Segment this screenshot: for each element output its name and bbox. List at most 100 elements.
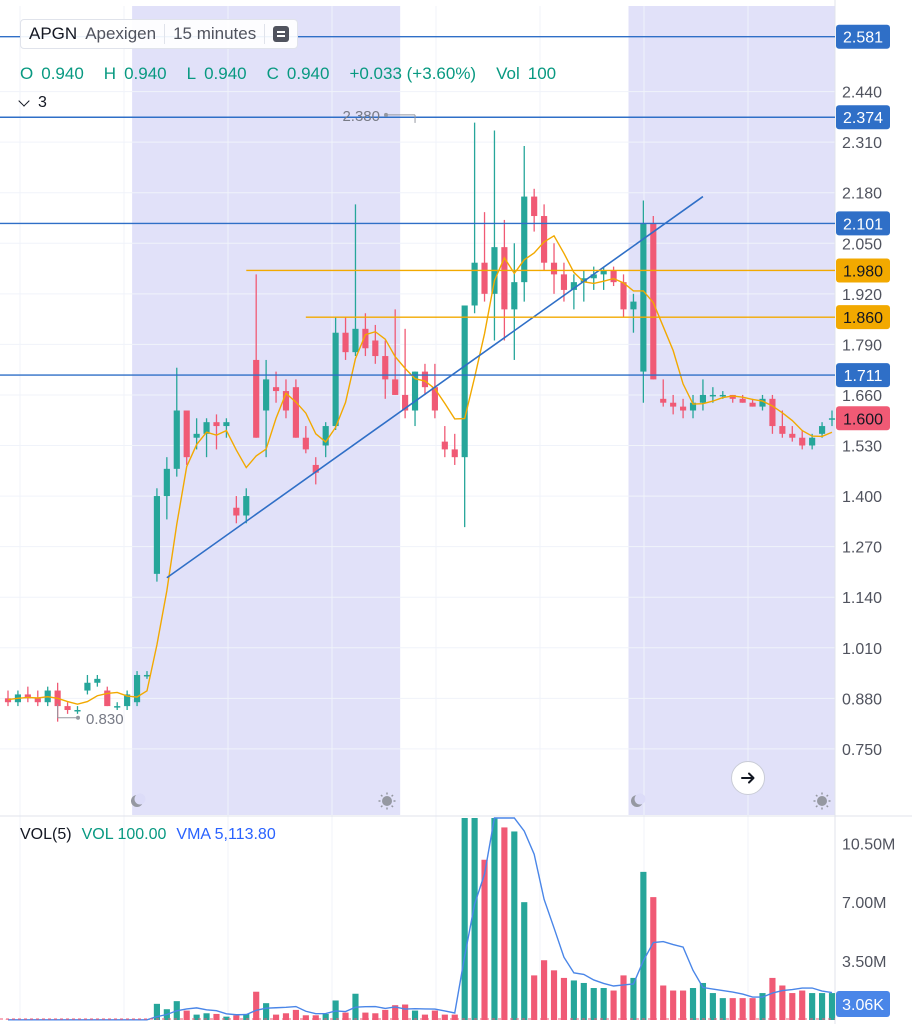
volume-bar bbox=[263, 1003, 270, 1020]
candle-body bbox=[34, 698, 41, 703]
candle-body bbox=[302, 437, 309, 450]
volume-bar bbox=[362, 1012, 369, 1020]
candle-body bbox=[163, 468, 170, 497]
candle-body bbox=[799, 437, 806, 446]
sun-ray bbox=[391, 805, 394, 808]
price-tick-label: 1.270 bbox=[842, 540, 882, 557]
price-tick-label: 1.790 bbox=[842, 337, 882, 354]
candle-body bbox=[203, 422, 210, 434]
volume-bar bbox=[570, 980, 577, 1020]
volume-study-value: VOL 100.00 bbox=[81, 826, 167, 843]
volume-bar bbox=[342, 1012, 349, 1020]
volume-bar bbox=[709, 993, 716, 1020]
volume-bar bbox=[233, 1015, 240, 1020]
candle-body bbox=[739, 398, 746, 403]
volume-bar bbox=[183, 1010, 190, 1020]
candle-body bbox=[729, 394, 736, 399]
price-tick-label: 1.660 bbox=[842, 388, 882, 405]
volume-bar bbox=[322, 1013, 329, 1020]
candle-body bbox=[104, 690, 111, 707]
legend-divider bbox=[164, 24, 166, 44]
candle-body bbox=[451, 449, 458, 458]
sun-ray bbox=[826, 805, 829, 808]
volume-bar bbox=[660, 985, 667, 1020]
volume-bar bbox=[272, 1014, 280, 1020]
scroll-to-realtime-button[interactable] bbox=[731, 761, 765, 795]
volume-bar bbox=[809, 993, 816, 1020]
candle-body bbox=[411, 371, 419, 411]
close-label: C bbox=[266, 64, 279, 83]
sun-icon bbox=[817, 796, 827, 806]
volume-bar bbox=[153, 1003, 160, 1020]
volume-bar bbox=[223, 1016, 230, 1020]
volume-bar bbox=[610, 990, 617, 1020]
volume-bar bbox=[541, 960, 548, 1020]
candle-body bbox=[769, 398, 776, 427]
chevron-down-icon bbox=[18, 95, 30, 107]
price-tick-label: 1.400 bbox=[842, 489, 882, 506]
volume-bar bbox=[640, 871, 647, 1020]
volume-bar bbox=[451, 1014, 458, 1020]
candle-body bbox=[64, 706, 71, 710]
volume-bar bbox=[689, 988, 697, 1020]
symbol-legend[interactable]: APGN Apexigen 15 minutes bbox=[20, 19, 299, 49]
candle-body bbox=[243, 496, 250, 516]
candle-body bbox=[461, 305, 468, 458]
candle-body bbox=[263, 379, 270, 411]
price-tick-label: 1.140 bbox=[842, 590, 882, 607]
candle-body bbox=[342, 332, 349, 353]
price-tick-label: 1.010 bbox=[842, 641, 882, 658]
candle-body bbox=[392, 379, 399, 395]
volume-bar bbox=[402, 1004, 409, 1020]
candle-body bbox=[292, 387, 299, 438]
volume-bar bbox=[729, 998, 736, 1020]
price-tick-label: 1.530 bbox=[842, 439, 882, 456]
volume-bar bbox=[828, 993, 836, 1020]
volume-bar bbox=[461, 818, 468, 1020]
volume-value: 100 bbox=[527, 64, 557, 83]
candle-body bbox=[809, 437, 816, 446]
candle-body bbox=[600, 270, 607, 275]
volume-bar bbox=[193, 1014, 200, 1020]
indicators-count: 3 bbox=[38, 94, 47, 111]
candle-body bbox=[431, 387, 438, 411]
price-tick-label: 2.180 bbox=[842, 186, 882, 203]
sun-ray bbox=[815, 794, 818, 797]
candle-body bbox=[580, 278, 587, 283]
price-tick-label: 2.440 bbox=[842, 85, 882, 102]
volume-bar bbox=[441, 1014, 448, 1020]
high-marker-dot bbox=[384, 112, 388, 117]
volume-bar bbox=[511, 831, 518, 1020]
candle-body bbox=[372, 340, 379, 357]
volume-bar bbox=[759, 993, 766, 1020]
symbol-ticker[interactable]: APGN bbox=[29, 24, 78, 43]
candle-body bbox=[213, 422, 220, 427]
candle-body bbox=[521, 196, 528, 283]
volume-label: Vol bbox=[496, 64, 520, 83]
horizontal-line-badge bbox=[836, 211, 890, 236]
volume-bar bbox=[372, 1013, 379, 1020]
current-price-label: 1.600 bbox=[843, 411, 883, 428]
candle-body bbox=[272, 387, 280, 392]
vwap-line bbox=[7, 234, 833, 705]
indicators-toggle[interactable]: 3 bbox=[18, 94, 47, 112]
candle-body bbox=[550, 262, 558, 275]
candle-body bbox=[670, 402, 677, 407]
volume-bar bbox=[491, 818, 498, 1020]
volume-bar bbox=[630, 977, 637, 1020]
symbol-name: Apexigen bbox=[85, 24, 157, 43]
symbol-interval[interactable]: 15 minutes bbox=[173, 24, 257, 43]
candle-body bbox=[660, 398, 667, 403]
data-window-icon[interactable] bbox=[273, 26, 290, 42]
volume-bar bbox=[501, 827, 508, 1020]
volume-legend[interactable]: VOL(5) VOL 100.00 VMA 5,113.80 bbox=[20, 826, 276, 844]
volume-bar bbox=[699, 982, 707, 1020]
volume-bar bbox=[332, 1000, 339, 1020]
extended-hours-shading bbox=[628, 6, 835, 815]
volume-bar bbox=[421, 1014, 429, 1020]
horizontal-ray-label: 1.860 bbox=[843, 310, 883, 327]
candle-body bbox=[84, 682, 91, 691]
volume-bar bbox=[680, 990, 687, 1020]
candle-body bbox=[282, 391, 290, 411]
